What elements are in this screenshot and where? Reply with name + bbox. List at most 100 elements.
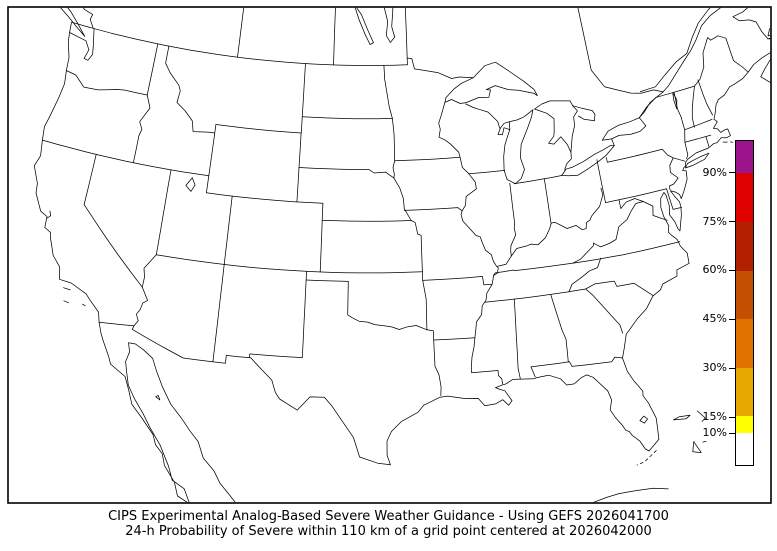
colorbar-tick-label: 75%: [702, 214, 727, 228]
map-boundary-line: [471, 370, 504, 385]
map-boundary-line: [622, 71, 749, 452]
map-boundary-line: [705, 136, 710, 148]
map-boundary-line: [513, 175, 562, 185]
map-boundary-line: [515, 109, 534, 185]
map-boundary-line: [697, 79, 713, 116]
map-boundary-line: [347, 281, 428, 331]
map-boundary-line: [392, 118, 396, 162]
map-boundary-line: [593, 198, 644, 248]
map-boundary-line: [82, 303, 86, 307]
map-boundary-line: [572, 242, 594, 264]
map-boundary-line: [696, 410, 706, 422]
colorbar-segment-75-90: [736, 173, 753, 222]
colorbar-segment-60-75: [736, 222, 753, 271]
map-boundary-line: [298, 167, 395, 179]
map-boundary-line: [215, 124, 302, 134]
map-boundary-line: [422, 280, 428, 331]
colorbar-segment-45-60: [736, 270, 753, 320]
map-boundary-line: [301, 116, 393, 120]
map-boundary-line: [493, 262, 574, 276]
map-boundary-line: [69, 28, 95, 61]
map-boundary-line: [465, 103, 501, 129]
map-boundary-line: [685, 152, 710, 169]
map-boundary-line: [640, 7, 711, 92]
map-boundary-line: [672, 157, 686, 162]
caption-line-2: 24-h Probability of Severe within 110 km…: [125, 524, 652, 539]
map-boundary-line: [592, 487, 669, 503]
map-boundary-line: [383, 7, 396, 43]
map-boundary-line: [601, 117, 647, 141]
caption: CIPS Experimental Analog-Based Severe We…: [0, 509, 777, 539]
map-boundary-line: [702, 441, 707, 443]
map-boundary-line: [513, 298, 521, 379]
map-boundary-line: [133, 286, 148, 327]
colorbar-segment-30-45: [736, 319, 753, 368]
map-boundary-line: [63, 300, 69, 304]
colorbar-segment-0-10: [736, 432, 753, 465]
map-boundary-line: [569, 356, 623, 367]
map-boundary-line: [444, 61, 538, 104]
map-boundary-line: [638, 7, 771, 119]
map-boundary-line: [170, 169, 210, 177]
map-boundary-line: [673, 91, 686, 131]
map-boundary-line: [572, 241, 681, 264]
map-boundary-line: [503, 109, 534, 185]
colorbar-tick: [729, 172, 735, 174]
map-boundary-line: [300, 63, 306, 134]
map-boundary-line: [141, 254, 157, 288]
map-boundary-line: [319, 202, 324, 273]
map-boundary-line: [146, 43, 159, 96]
map-boundary-line: [673, 414, 691, 421]
map-boundary-line: [543, 178, 552, 224]
map-boundary-line: [568, 257, 602, 293]
map-boundary-line: [63, 287, 71, 291]
map-boundary-line: [60, 7, 86, 37]
map-boundary-line: [760, 59, 771, 78]
map-boundary-line: [42, 139, 172, 171]
colorbar-tick: [729, 318, 735, 320]
map-boundary-line: [530, 361, 570, 368]
map-boundary-line: [666, 188, 682, 210]
map-boundary-line: [155, 169, 172, 256]
map-boundary-line: [438, 102, 499, 374]
caption-line-1: CIPS Experimental Analog-Based Severe We…: [108, 509, 669, 524]
map-boundary-line: [497, 187, 604, 267]
map-boundary-line: [642, 201, 668, 221]
map-boundary-line: [534, 100, 578, 153]
map-boundary-line: [692, 441, 702, 453]
map-boundary-line: [33, 21, 100, 323]
map-boundary-line: [638, 35, 749, 119]
map-boundary-line: [386, 374, 650, 466]
map-boundary-line: [333, 7, 336, 66]
map-boundary-line: [426, 329, 442, 396]
map-boundary-line: [497, 121, 511, 136]
map-boundary-line: [530, 366, 536, 378]
map-boundary-line: [392, 160, 396, 179]
colorbar-segment-15-30: [736, 367, 753, 417]
map-boundary-line: [672, 92, 678, 110]
map-boundary-line: [404, 7, 408, 59]
map-boundary-line: [46, 210, 52, 219]
map-boundary-line: [422, 271, 492, 286]
map-boundary-line: [596, 159, 606, 203]
map-boundary-line: [691, 85, 695, 128]
map-boundary-line: [611, 138, 615, 147]
map-boundary-line: [383, 65, 393, 119]
map-boundary-line: [393, 177, 423, 273]
map-boundary-line: [212, 264, 225, 363]
map-boundary-line: [403, 207, 463, 212]
map-boundary-line: [249, 271, 307, 359]
map-boundary-line: [155, 254, 423, 274]
map-boundary-line: [321, 220, 412, 222]
map-boundary-line: [237, 7, 245, 58]
map-boundary-line: [572, 105, 596, 122]
map-boundary-line: [354, 7, 374, 45]
map-boundary-line: [639, 415, 648, 424]
map-boundary-line: [83, 154, 143, 288]
map-boundary-line: [305, 279, 349, 282]
map-boundary-line: [65, 70, 148, 96]
colorbar-tick-label: 45%: [702, 312, 727, 326]
colorbar-tick: [729, 432, 735, 434]
map-boundaries: [33, 7, 771, 503]
